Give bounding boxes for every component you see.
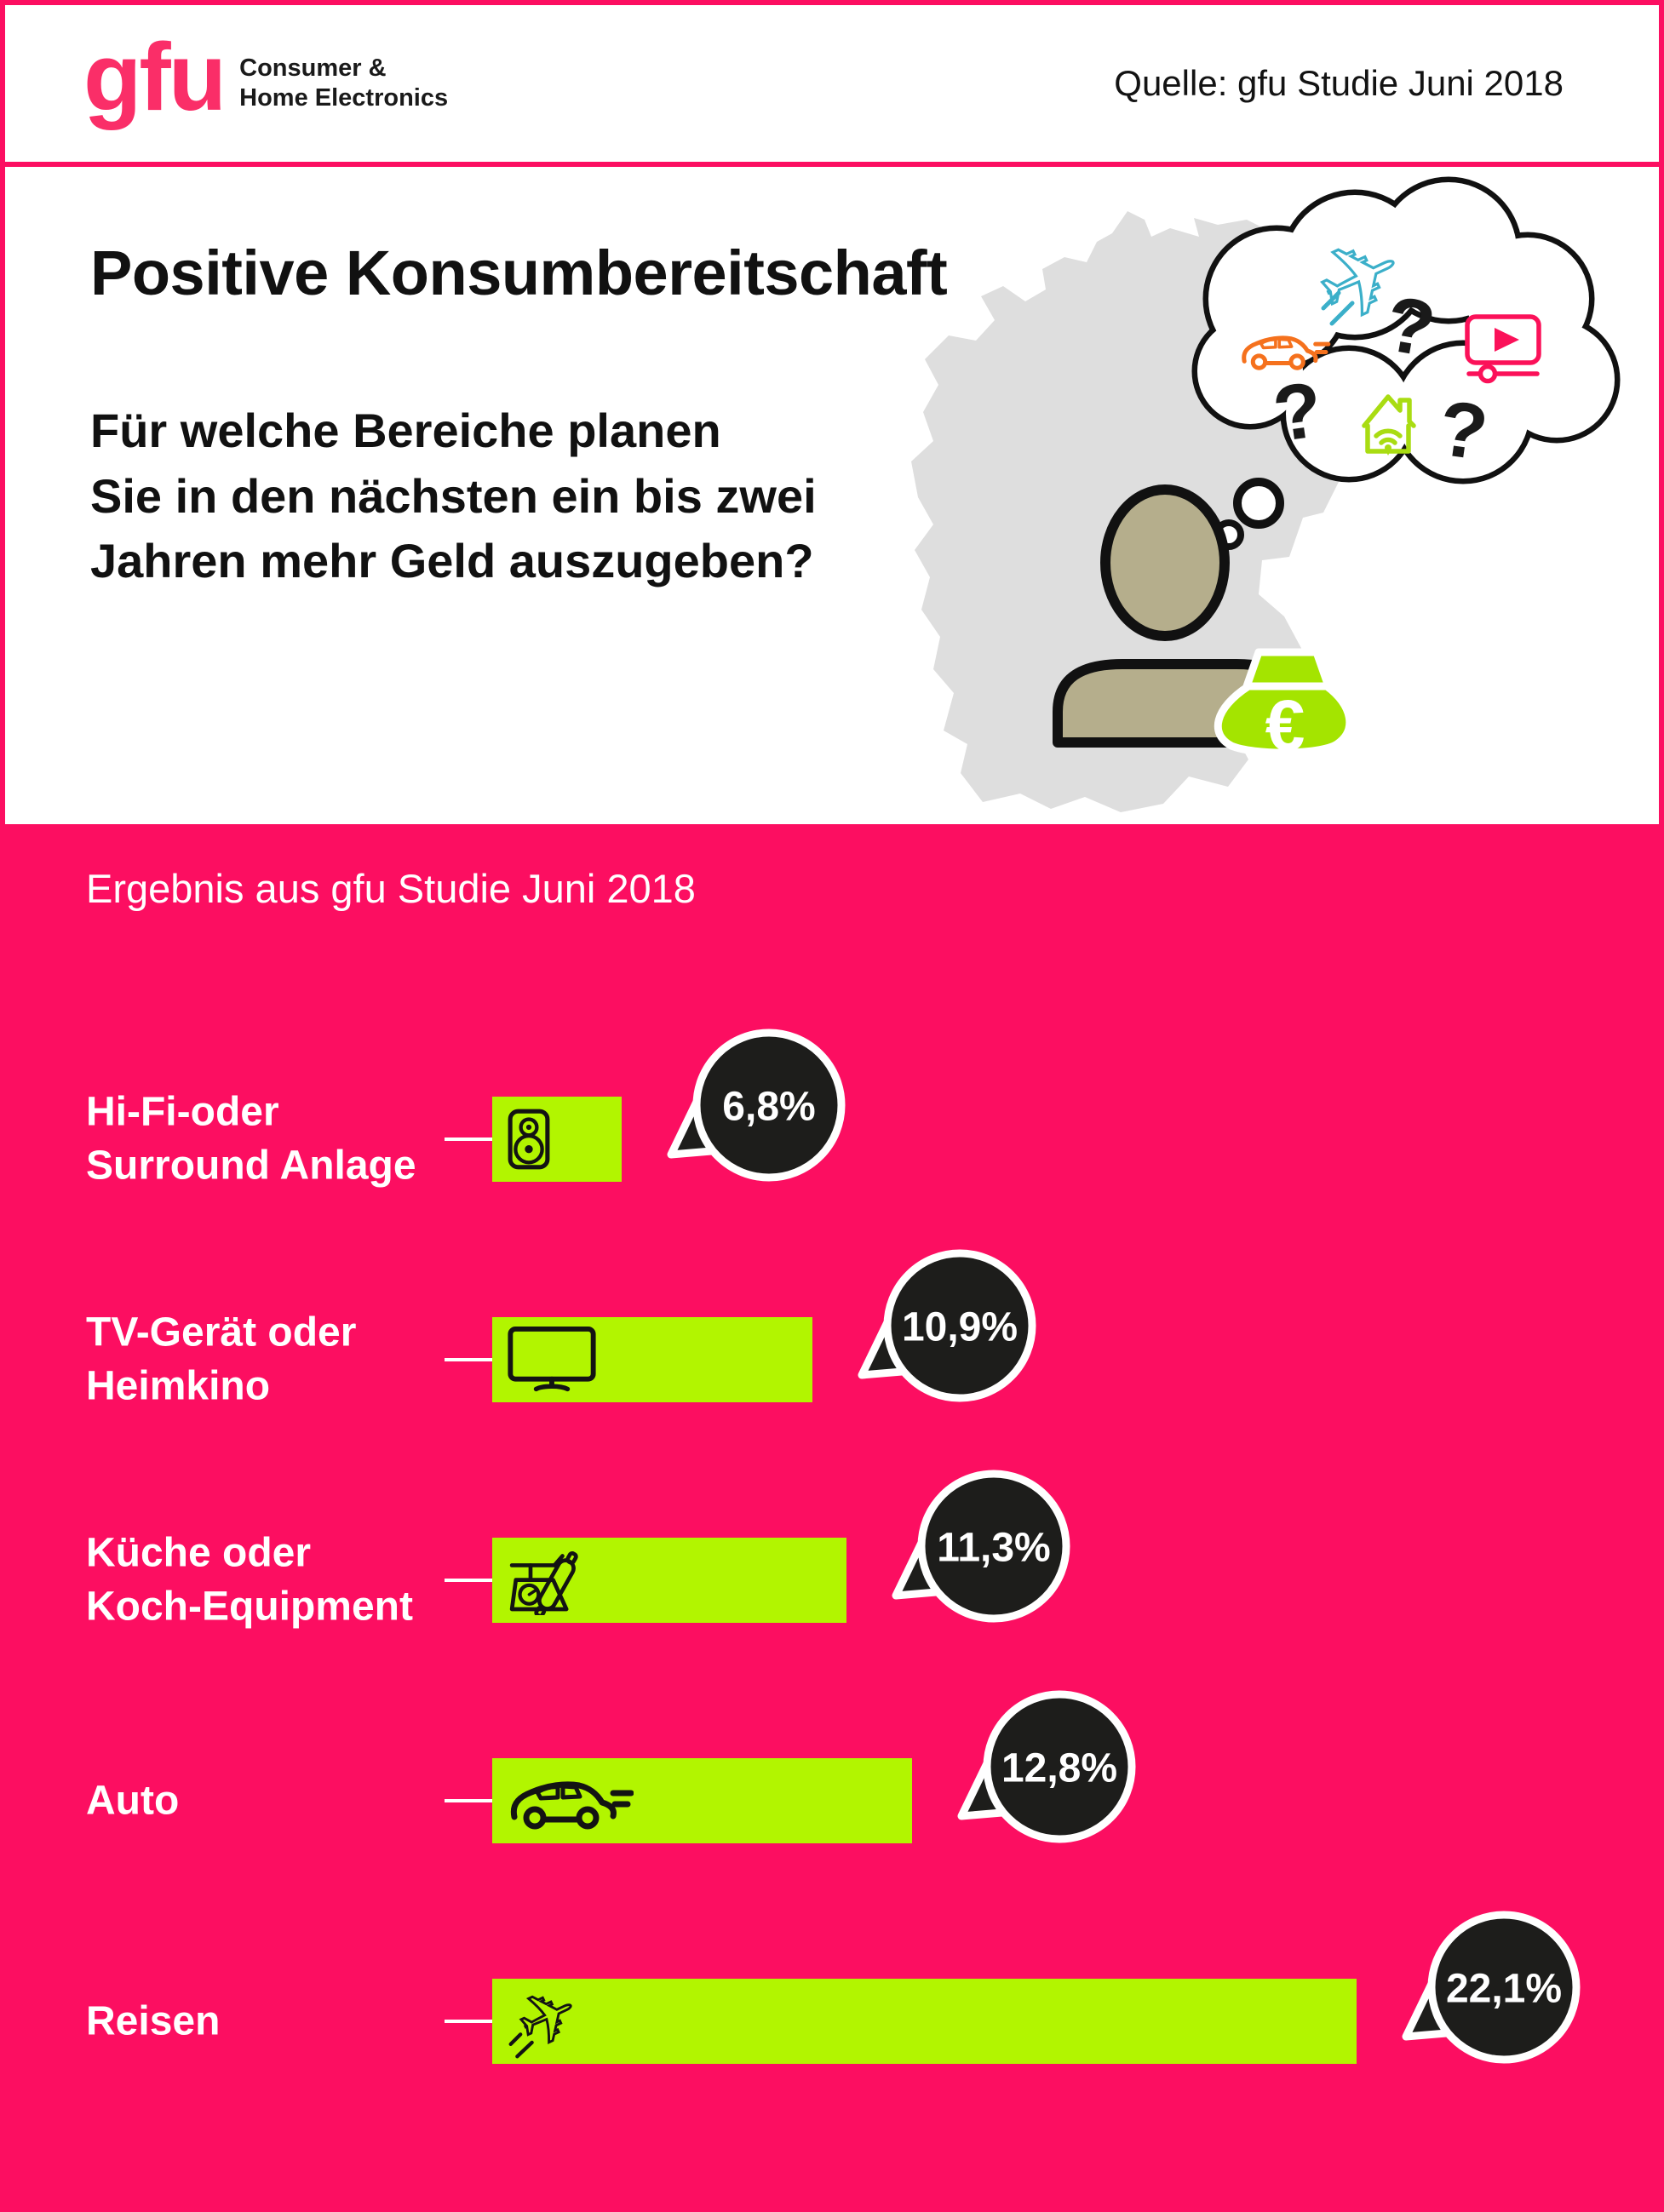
euro-money-bag-icon: € [1214,648,1354,765]
source-label: Quelle: gfu Studie Juni 2018 [1114,63,1564,103]
category-label: Hi-Fi-oder Surround Anlage [86,1089,416,1189]
bar-reisen: ✈ [492,1979,1357,2064]
gfu-logo-subtitle: Consumer & Home Electronics [239,54,448,114]
question-line2: Sie in den nächsten ein bis zwei [90,468,817,523]
question-line1: Für welche Bereiche planen [90,404,721,457]
chart-row-kueche: Küche oder Koch-Equipment [5,1470,1659,1630]
tv-icon [508,1327,596,1392]
header: gfu Consumer & Home Electronics Quelle: … [5,5,1659,167]
kitchen-scale-icon [509,1551,578,1615]
chart-row-hifi: Hi-Fi-oder Surround Anlage 6,8 [5,1029,1659,1189]
video-player-icon [1465,314,1541,384]
value-bubble: 12,8% [957,1690,1136,1843]
connector-line [445,2020,492,2023]
results-section: Ergebnis aus gfu Studie Juni 2018 Hi-Fi-… [5,824,1659,2207]
smart-home-icon [1362,394,1416,456]
value-label: 11,3% [937,1526,1050,1571]
plane-icon: ✈ [504,1980,586,2062]
speaker-icon [508,1109,550,1170]
bar-auto [492,1758,912,1843]
thought-bubble [1191,176,1621,550]
bar-tv [492,1317,812,1402]
bar-kueche [492,1538,846,1623]
value-bubble: 22,1% [1402,1911,1581,2064]
thought-trail-bubble [1233,478,1284,529]
gfu-logo-text: gfu [83,23,227,130]
value-bubble: 10,9% [858,1249,1036,1402]
survey-question: Für welche Bereiche planen Sie in den nä… [90,398,817,594]
category-label: Reisen [86,1998,221,2044]
connector-line [445,1799,492,1802]
car-icon [506,1769,634,1832]
category-label: Auto [86,1778,180,1824]
value-bubble: 6,8% [667,1029,846,1182]
results-title: Ergebnis aus gfu Studie Juni 2018 [86,866,696,911]
value-label: 6,8% [722,1085,815,1130]
chart-row-tv: TV-Gerät oder Heimkino 10,9% [5,1249,1659,1409]
question-mark-icon: ? [1268,366,1328,459]
question-line3: Jahren mehr Geld auszugeben? [90,534,814,588]
hero-section: Positive Konsumbereitschaft Für welche B… [5,172,1659,824]
category-label: TV-Gerät oder Heimkino [86,1309,357,1409]
connector-line [445,1138,492,1141]
illustration: € ✈ ? ? [911,176,1621,812]
value-label: 10,9% [902,1305,1018,1350]
page-title: Positive Konsumbereitschaft [90,238,948,308]
value-label: 22,1% [1446,1967,1562,2012]
euro-symbol: € [1265,685,1305,765]
bar-hifi [492,1097,622,1182]
logo-subtitle-line1: Consumer & [239,54,387,82]
chart-row-reisen: Reisen ✈ 22,1% [5,1911,1659,2064]
connector-line [445,1358,492,1361]
gfu-logo: gfu Consumer & Home Electronics [83,29,448,124]
question-mark-icon: ? [1433,385,1493,478]
value-label: 12,8% [1001,1746,1117,1791]
svg-text:✈: ✈ [504,1980,586,2062]
category-label: Küche oder Koch-Equipment [86,1530,413,1630]
logo-subtitle-line2: Home Electronics [239,83,449,112]
connector-line [445,1579,492,1582]
value-bubble: 11,3% [892,1470,1070,1623]
chart-row-auto: Auto 12,8% [5,1690,1659,1843]
